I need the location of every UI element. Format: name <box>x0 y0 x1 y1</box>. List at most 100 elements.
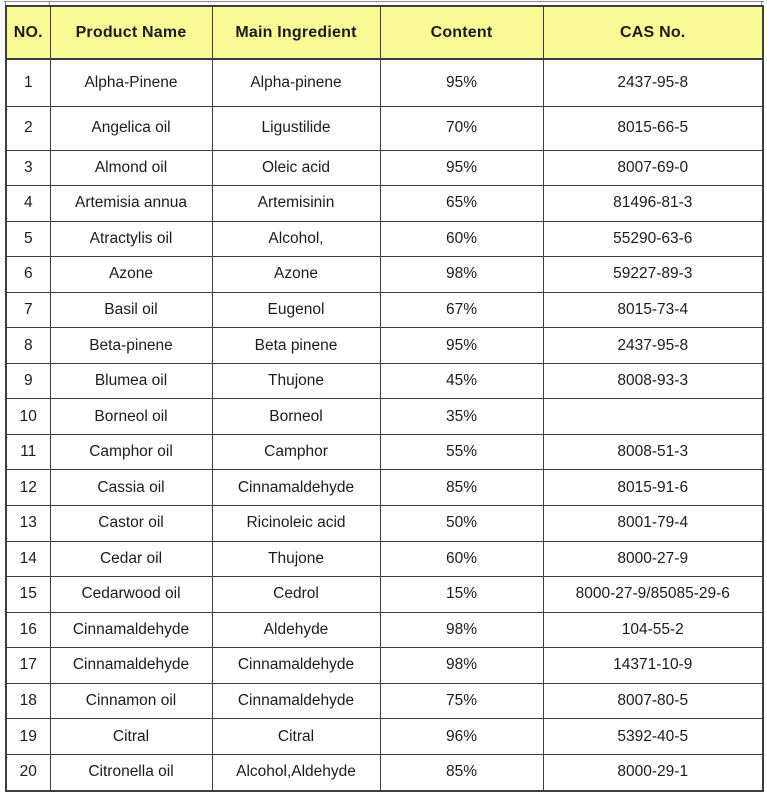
product-table: NO. Product Name Main Ingredient Content… <box>5 5 764 792</box>
cell-cas-no: 8000-27-9 <box>542 540 764 578</box>
cell-cas-no: 5392-40-5 <box>542 718 764 755</box>
cell-no: 10 <box>5 398 51 435</box>
cell-main-ingredient: Artemisinin <box>211 185 381 222</box>
cropped-row-stub <box>49 1 50 6</box>
column-header-cas-no: CAS No. <box>542 5 764 60</box>
cell-content: 98% <box>379 611 544 649</box>
cell-main-ingredient: Ligustilide <box>211 105 381 151</box>
column-header-main-ingredient: Main Ingredient <box>211 5 381 60</box>
cell-cas-no: 8007-80-5 <box>542 682 764 720</box>
table-row: 16 Cinnamaldehyde Aldehyde 98% 104-55-2 <box>5 611 764 649</box>
cell-main-ingredient: Aldehyde <box>211 611 381 649</box>
table-row: 12 Cassia oil Cinnamaldehyde 85% 8015-91-6 <box>5 469 764 506</box>
cell-content: 85% <box>379 469 544 506</box>
cell-no: 13 <box>5 504 51 542</box>
cell-content: 55% <box>379 433 544 471</box>
cell-cas-no: 104-55-2 <box>542 611 764 649</box>
cell-product-name: Castor oil <box>49 504 213 542</box>
table-row: 11 Camphor oil Camphor 55% 8008-51-3 <box>5 433 764 471</box>
cell-main-ingredient: Eugenol <box>211 291 381 329</box>
cell-product-name: Almond oil <box>49 149 213 187</box>
cell-content: 75% <box>379 682 544 720</box>
cropped-row-line <box>4 1 764 2</box>
cropped-row-stub <box>761 1 762 6</box>
cell-main-ingredient: Azone <box>211 256 381 293</box>
cell-cas-no: 8007-69-0 <box>542 149 764 187</box>
cell-main-ingredient: Oleic acid <box>211 149 381 187</box>
cell-product-name: Angelica oil <box>49 105 213 151</box>
column-header-no: NO. <box>5 5 51 60</box>
cell-cas-no: 8000-27-9/85085-29-6 <box>542 576 764 613</box>
cell-product-name: Blumea oil <box>49 362 213 400</box>
cell-main-ingredient: Camphor <box>211 433 381 471</box>
cell-no: 15 <box>5 576 51 613</box>
cell-no: 6 <box>5 256 51 293</box>
cell-no: 19 <box>5 718 51 755</box>
table-row: 13 Castor oil Ricinoleic acid 50% 8001-79-4 <box>5 504 764 542</box>
cell-product-name: Artemisia annua <box>49 185 213 222</box>
cell-no: 20 <box>5 753 51 792</box>
cell-no: 11 <box>5 433 51 471</box>
cell-cas-no: 8000-29-1 <box>542 753 764 792</box>
cell-product-name: Citronella oil <box>49 753 213 792</box>
cell-content: 98% <box>379 647 544 684</box>
cell-product-name: Cassia oil <box>49 469 213 506</box>
table-row: 9 Blumea oil Thujone 45% 8008-93-3 <box>5 362 764 400</box>
cell-content: 45% <box>379 362 544 400</box>
cell-no: 1 <box>5 58 51 107</box>
cell-cas-no: 8001-79-4 <box>542 504 764 542</box>
table-row: 6 Azone Azone 98% 59227-89-3 <box>5 256 764 293</box>
table-row: 17 Cinnamaldehyde Cinnamaldehyde 98% 14371-1… <box>5 647 764 684</box>
cell-main-ingredient: Cinnamaldehyde <box>211 469 381 506</box>
table-body: 1 Alpha-Pinene Alpha-pinene 95% 2437-95-8 2 An… <box>5 58 764 792</box>
column-header-product-name: Product Name <box>49 5 213 60</box>
cell-no: 18 <box>5 682 51 720</box>
header-row: NO. Product Name Main Ingredient Content… <box>5 5 764 60</box>
cell-content: 98% <box>379 256 544 293</box>
cell-content: 96% <box>379 718 544 755</box>
cell-content: 67% <box>379 291 544 329</box>
cell-no: 12 <box>5 469 51 506</box>
cell-content: 65% <box>379 185 544 222</box>
cell-no: 16 <box>5 611 51 649</box>
cell-cas-no: 8015-73-4 <box>542 291 764 329</box>
table-header: NO. Product Name Main Ingredient Content… <box>5 5 764 60</box>
cell-product-name: Cinnamaldehyde <box>49 647 213 684</box>
cell-no: 5 <box>5 220 51 258</box>
cell-product-name: Alpha-Pinene <box>49 58 213 107</box>
cell-main-ingredient: Borneol <box>211 398 381 435</box>
cell-content: 15% <box>379 576 544 613</box>
table-row: 5 Atractylis oil Alcohol, 60% 55290-63-6 <box>5 220 764 258</box>
cell-cas-no: 2437-95-8 <box>542 58 764 107</box>
cell-main-ingredient: Cinnamaldehyde <box>211 647 381 684</box>
cell-product-name: Camphor oil <box>49 433 213 471</box>
cell-cas-no <box>542 398 764 435</box>
cell-product-name: Basil oil <box>49 291 213 329</box>
cell-product-name: Borneol oil <box>49 398 213 435</box>
cell-main-ingredient: Thujone <box>211 540 381 578</box>
cell-content: 50% <box>379 504 544 542</box>
cell-main-ingredient: Cinnamaldehyde <box>211 682 381 720</box>
cell-cas-no: 55290-63-6 <box>542 220 764 258</box>
cell-main-ingredient: Cedrol <box>211 576 381 613</box>
cell-cas-no: 8008-93-3 <box>542 362 764 400</box>
cell-product-name: Citral <box>49 718 213 755</box>
cell-cas-no: 2437-95-8 <box>542 327 764 364</box>
cell-product-name: Cinnamon oil <box>49 682 213 720</box>
cell-content: 60% <box>379 540 544 578</box>
cell-main-ingredient: Alcohol,Aldehyde <box>211 753 381 792</box>
cell-product-name: Beta-pinene <box>49 327 213 364</box>
table-row: 3 Almond oil Oleic acid 95% 8007-69-0 <box>5 149 764 187</box>
cell-product-name: Cedarwood oil <box>49 576 213 613</box>
cell-no: 17 <box>5 647 51 684</box>
cell-main-ingredient: Alpha-pinene <box>211 58 381 107</box>
cell-product-name: Cinnamaldehyde <box>49 611 213 649</box>
table-row: 18 Cinnamon oil Cinnamaldehyde 75% 8007-80-5 <box>5 682 764 720</box>
cell-no: 14 <box>5 540 51 578</box>
cell-content: 60% <box>379 220 544 258</box>
cell-content: 95% <box>379 58 544 107</box>
cell-content: 95% <box>379 149 544 187</box>
cell-product-name: Atractylis oil <box>49 220 213 258</box>
cell-main-ingredient: Beta pinene <box>211 327 381 364</box>
